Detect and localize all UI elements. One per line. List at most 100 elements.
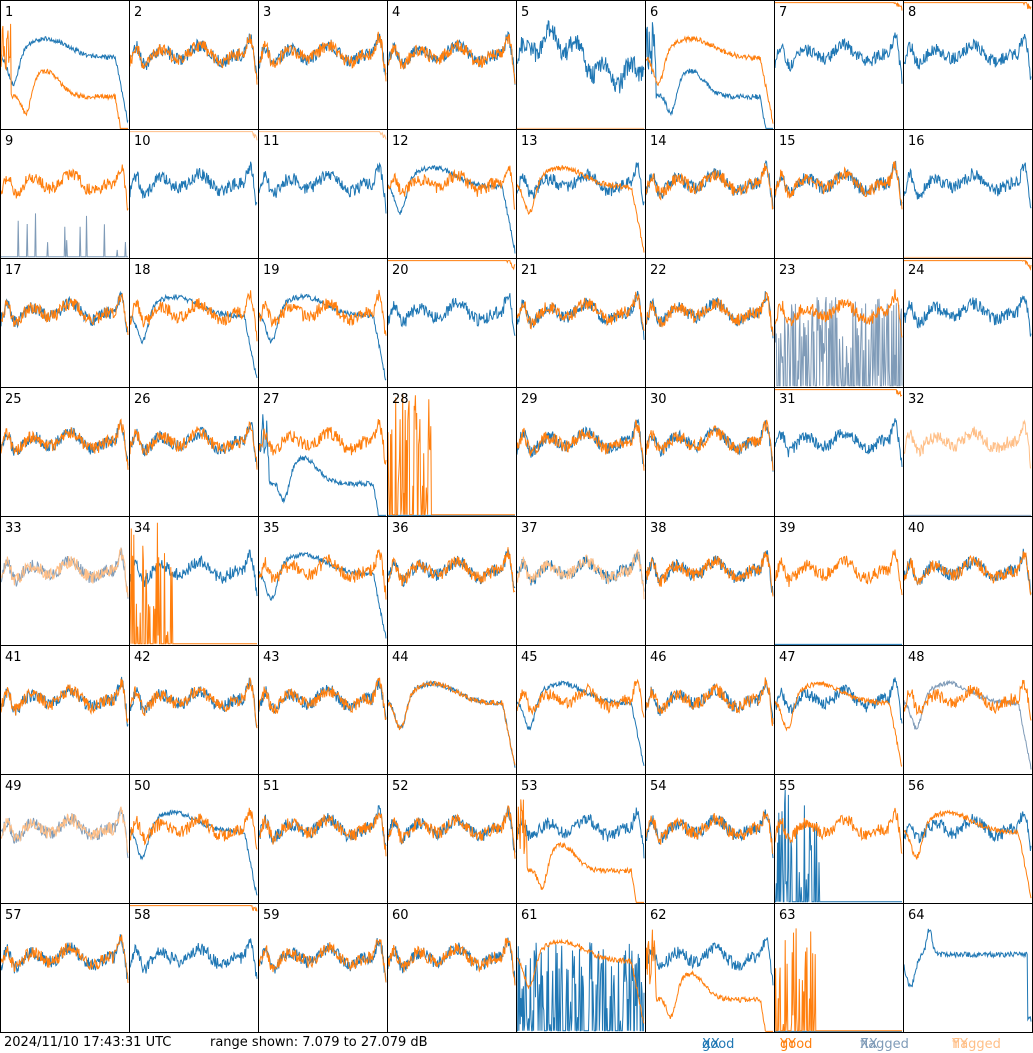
series-yy-15: [774, 160, 903, 210]
series-xx-24: [903, 295, 1032, 337]
series-yy-55: [774, 807, 903, 854]
series-yy-60: [387, 937, 516, 986]
panel-label: 20: [392, 263, 409, 278]
panel-12: 12: [387, 129, 517, 259]
panel-label: 45: [521, 650, 538, 665]
panel-label: 31: [779, 392, 796, 407]
series-yy-8: [904, 2, 1032, 10]
panel-32: 32: [903, 387, 1033, 517]
series-xx-22: [645, 291, 774, 339]
panel-56: 56: [903, 774, 1033, 904]
series-yy-49: [0, 806, 129, 853]
panel-frame: [387, 0, 517, 130]
panel-label: 58: [134, 908, 151, 923]
series-yy-1: [0, 23, 128, 129]
series-yy-3: [258, 31, 387, 82]
panel-20: 20: [387, 258, 517, 388]
series-yy-27: [258, 418, 387, 465]
series-yy-18: [129, 290, 258, 342]
panel-25: 25: [0, 387, 130, 517]
series-yy-48: [903, 679, 1032, 721]
panel-label: 10: [134, 134, 151, 149]
panel-label: 49: [5, 779, 22, 794]
panel-17: 17: [0, 258, 130, 388]
panel-label: 13: [521, 134, 538, 149]
panel-14: 14: [645, 129, 775, 259]
series-yy-13: [516, 165, 645, 253]
panel-26: 26: [129, 387, 259, 517]
panel-label: 55: [779, 779, 796, 794]
series-yy-30: [645, 419, 774, 471]
legend-label: good: [702, 1037, 735, 1052]
legend-pol: YY: [952, 1037, 968, 1052]
series-xx-47: [774, 677, 903, 724]
panel-label: 5: [521, 5, 529, 20]
panel-label: 56: [908, 779, 925, 794]
series-xx-46: [645, 679, 774, 725]
panel-label: 27: [263, 392, 280, 407]
panel-36: 36: [387, 516, 517, 646]
series-yy-17: [0, 293, 129, 335]
panel-60: 60: [387, 903, 517, 1033]
panel-21: 21: [516, 258, 646, 388]
panel-18: 18: [129, 258, 259, 388]
panel-label: 61: [521, 908, 538, 923]
legend-pol: YY: [780, 1037, 796, 1052]
series-yy-34: [129, 522, 257, 645]
panel-label: 38: [650, 521, 667, 536]
panel-label: 3: [263, 5, 271, 20]
panel-23: 23: [774, 258, 904, 388]
panel-label: 48: [908, 650, 925, 665]
panel-58: 58: [129, 903, 259, 1033]
series-xx-20: [387, 293, 516, 336]
panel-41: 41: [0, 645, 130, 775]
panel-label: 19: [263, 263, 280, 278]
series-xx-61: [517, 942, 645, 1032]
panel-label: 30: [650, 392, 667, 407]
panel-label: 53: [521, 779, 538, 794]
series-yy-9: [0, 164, 129, 211]
panel-label: 51: [263, 779, 280, 794]
series-yy-31: [775, 389, 903, 397]
panel-label: 42: [134, 650, 151, 665]
series-yy-46: [645, 677, 774, 727]
series-xx-34: [129, 549, 258, 597]
series-yy-63: [774, 928, 902, 1032]
panel-label: 25: [5, 392, 22, 407]
panel-44: 44: [387, 645, 517, 775]
series-yy-61: [516, 938, 645, 1024]
panel-53: 53: [516, 774, 646, 904]
series-xx-27: [258, 414, 386, 516]
panel-8: 8: [903, 0, 1033, 130]
panel-19: 19: [258, 258, 388, 388]
series-xx-33: [0, 547, 129, 599]
panel-label: 28: [392, 392, 409, 407]
panel-label: 16: [908, 134, 925, 149]
panel-11: 11: [258, 129, 388, 259]
panel-46: 46: [645, 645, 775, 775]
series-yy-20: [388, 260, 516, 271]
panel-63: 63: [774, 903, 904, 1033]
panel-39: 39: [774, 516, 904, 646]
panel-label: 14: [650, 134, 667, 149]
panel-label: 4: [392, 5, 400, 20]
panel-5: 5: [516, 0, 646, 130]
panel-47: 47: [774, 645, 904, 775]
series-xx-18: [129, 293, 258, 379]
series-yy-40: [903, 551, 1032, 596]
series-xx-26: [129, 422, 258, 468]
series-yy-6: [645, 35, 774, 124]
panel-10: 10: [129, 129, 259, 259]
panel-label: 34: [134, 521, 151, 536]
panel-30: 30: [645, 387, 775, 517]
panel-label: 21: [521, 263, 538, 278]
series-yy-57: [0, 934, 129, 983]
panel-frame: [516, 0, 646, 130]
series-xx-37: [516, 551, 645, 592]
panel-label: 29: [521, 392, 538, 407]
series-xx-62: [645, 937, 774, 986]
panel-29: 29: [516, 387, 646, 517]
panel-label: 52: [392, 779, 409, 794]
panel-13: 13: [516, 129, 646, 259]
legend-pol: XX: [860, 1037, 878, 1052]
